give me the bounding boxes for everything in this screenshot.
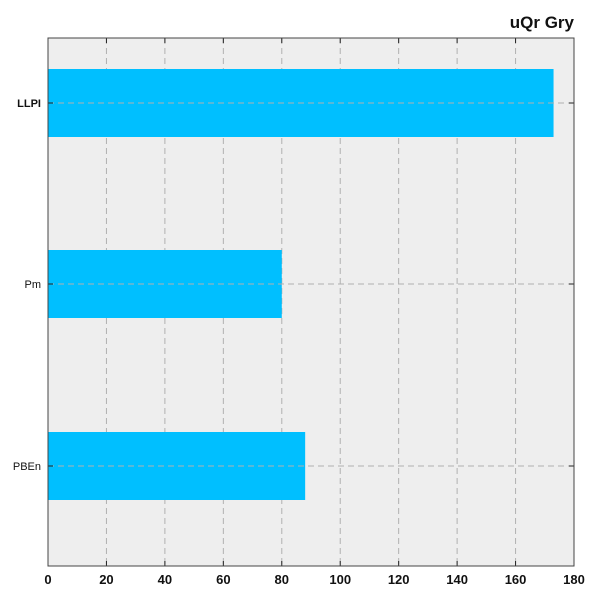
- x-tick-label: 120: [388, 572, 410, 587]
- plot-frame: [47, 37, 575, 567]
- chart-title: uQr Gry: [510, 13, 575, 32]
- x-tick-labels: 0 20 40 60 80 100 120 140 160 180: [44, 572, 584, 587]
- x-tick-label: 180: [563, 572, 585, 587]
- x-tick-label: 40: [158, 572, 172, 587]
- x-tick-label: 60: [216, 572, 230, 587]
- x-tick-label: 160: [505, 572, 527, 587]
- x-tick-label: 0: [44, 572, 51, 587]
- x-tick-label: 80: [275, 572, 289, 587]
- y-tick-label: Pm: [25, 279, 42, 291]
- x-tick-label: 140: [446, 572, 468, 587]
- x-tick-label: 20: [99, 572, 113, 587]
- bar-pben: [48, 432, 306, 500]
- y-tick-label: LLPI: [17, 98, 41, 110]
- y-tick-label: PBEn: [13, 461, 41, 473]
- x-tick-label: 100: [329, 572, 351, 587]
- y-tick-labels: LLPI Pm PBEn: [13, 98, 41, 473]
